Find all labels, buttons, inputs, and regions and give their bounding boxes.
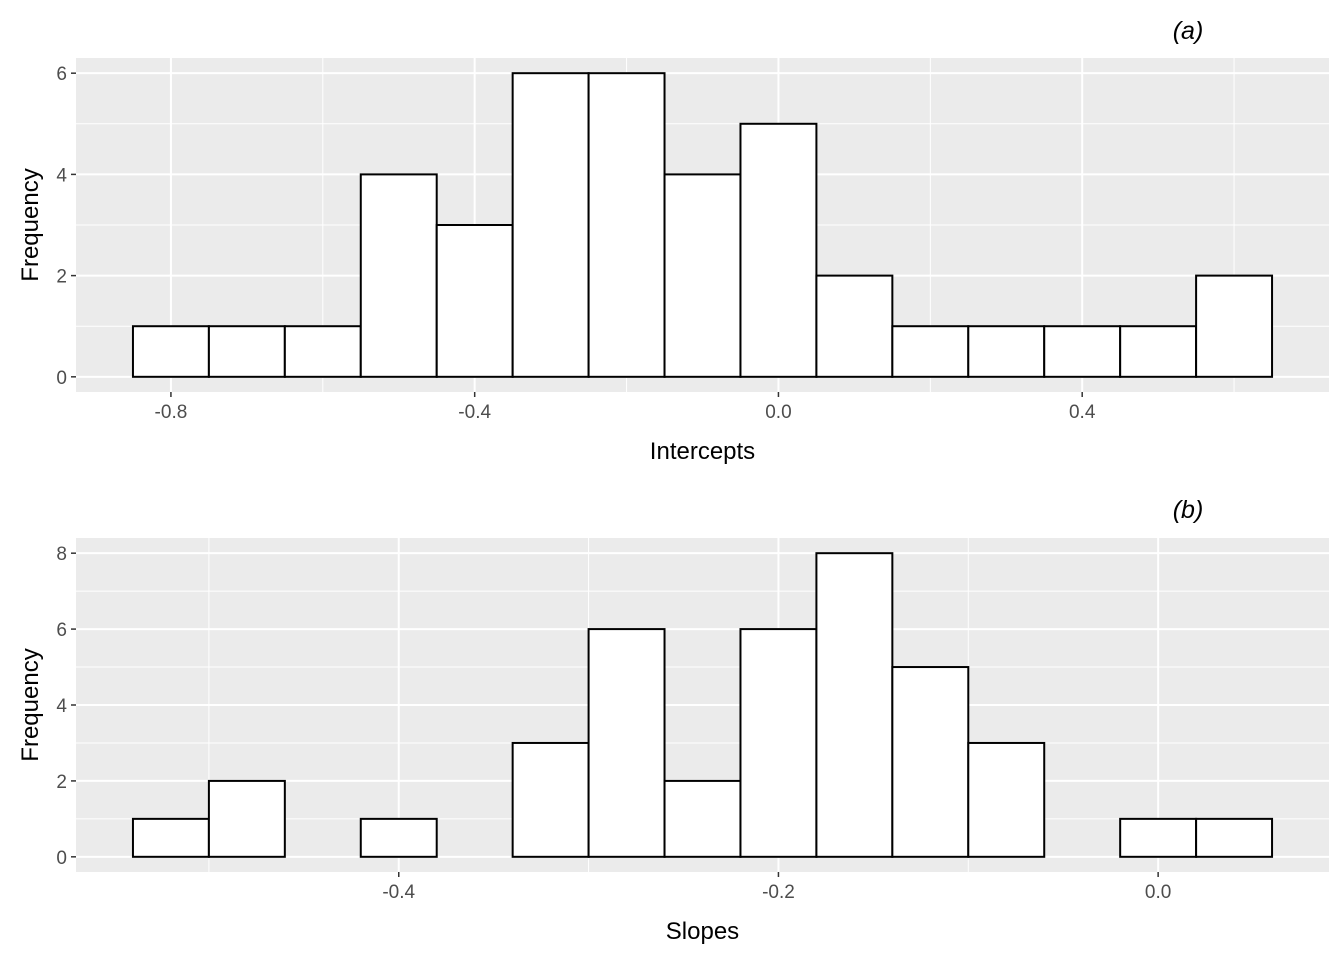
histogram-bar xyxy=(663,779,742,858)
x-axis-ticks: -0.4 -0.2 0.0 xyxy=(382,872,1171,903)
histogram-bar xyxy=(891,666,970,858)
panel-tag: (b) xyxy=(1173,496,1204,524)
histogram-bar xyxy=(511,72,590,378)
histogram-bar xyxy=(587,628,666,858)
histogram-bar xyxy=(511,741,590,858)
x-axis-title: Slopes xyxy=(666,918,739,945)
histogram-bar xyxy=(1195,274,1274,378)
histogram-bar xyxy=(1119,817,1198,858)
histogram-bar xyxy=(283,325,362,378)
y-tick-label: 8 xyxy=(56,544,67,565)
intercepts-histogram-panel: 0 2 4 6 -0.8 -0.4 0.0 0.4 Intercepts Frequency… xyxy=(17,17,1329,465)
panel-tag: (a) xyxy=(1173,17,1204,45)
x-tick-label: 0.0 xyxy=(1145,882,1171,903)
histogram-bar xyxy=(739,628,818,858)
histogram-bar xyxy=(587,72,666,378)
y-tick-label: 2 xyxy=(56,267,67,288)
y-axis-title: Frequency xyxy=(17,648,44,761)
histogram-bar xyxy=(967,325,1046,378)
histogram-bar xyxy=(131,325,210,378)
y-tick-label: 6 xyxy=(56,620,67,641)
histogram-bar xyxy=(359,173,438,378)
x-tick-label: -0.2 xyxy=(762,882,795,903)
x-tick-label: 0.4 xyxy=(1069,402,1096,423)
histogram-bar xyxy=(1195,817,1274,858)
histogram-bars xyxy=(131,72,1274,378)
histogram-bar xyxy=(663,173,742,378)
y-tick-label: 0 xyxy=(56,848,67,869)
histogram-bar xyxy=(815,552,894,858)
histogram-bar xyxy=(739,122,818,378)
histogram-bar xyxy=(359,817,438,858)
y-axis-ticks: 0 2 4 6 xyxy=(56,64,76,389)
y-tick-label: 2 xyxy=(56,772,67,793)
y-tick-label: 0 xyxy=(56,368,67,389)
x-tick-label: -0.8 xyxy=(155,402,188,423)
histogram-bar xyxy=(967,741,1046,858)
histogram-bar xyxy=(207,779,286,858)
y-tick-label: 4 xyxy=(56,165,67,186)
histogram-bars xyxy=(131,552,1274,858)
histogram-bar xyxy=(1119,325,1198,378)
x-tick-label: -0.4 xyxy=(458,402,491,423)
y-axis-title: Frequency xyxy=(17,168,44,281)
histogram-bar xyxy=(131,817,210,858)
histogram-bar xyxy=(815,274,894,378)
y-tick-label: 6 xyxy=(56,64,67,85)
x-axis-title: Intercepts xyxy=(650,438,755,465)
histogram-bar xyxy=(207,325,286,378)
histogram-bar xyxy=(1043,325,1122,378)
slopes-histogram-panel: 0 2 4 6 8 -0.4 -0.2 0.0 Slopes Frequency (b) xyxy=(17,496,1329,945)
histogram-bar xyxy=(891,325,970,378)
x-tick-label: 0.0 xyxy=(765,402,791,423)
y-tick-label: 4 xyxy=(56,696,67,717)
y-axis-ticks: 0 2 4 6 8 xyxy=(56,544,76,869)
x-tick-label: -0.4 xyxy=(382,882,415,903)
histogram-bar xyxy=(435,224,514,378)
x-axis-ticks: -0.8 -0.4 0.0 0.4 xyxy=(155,392,1096,423)
